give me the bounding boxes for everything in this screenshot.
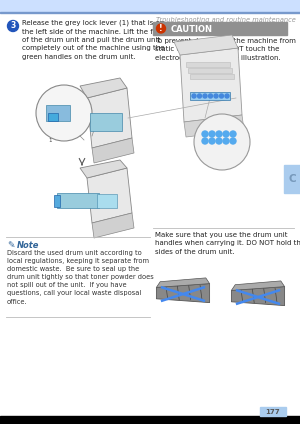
Polygon shape [231, 287, 285, 306]
Polygon shape [156, 284, 210, 303]
Bar [97, 194, 117, 208]
Circle shape [216, 138, 222, 144]
Text: Troubleshooting and routine maintenance: Troubleshooting and routine maintenance [156, 17, 296, 23]
Text: 1: 1 [48, 137, 52, 142]
Polygon shape [92, 138, 134, 163]
Bar [186, 62, 230, 67]
Circle shape [8, 20, 19, 31]
Circle shape [230, 138, 236, 144]
Polygon shape [180, 48, 242, 122]
Circle shape [36, 85, 92, 141]
Bar [284, 165, 300, 193]
Text: Release the grey lock lever (1) that is on
the left side of the machine. Lift th: Release the grey lock lever (1) that is … [22, 20, 167, 59]
Text: 3: 3 [11, 22, 16, 31]
Text: Note: Note [17, 241, 39, 250]
Bar [46, 105, 70, 121]
Circle shape [223, 131, 229, 137]
Circle shape [214, 94, 218, 98]
Bar [260, 407, 286, 416]
Text: !: ! [159, 24, 163, 33]
Polygon shape [80, 78, 127, 98]
Bar [57, 193, 99, 208]
Circle shape [220, 94, 224, 98]
Circle shape [202, 138, 208, 144]
Bar [0, 12, 300, 13]
Bar [48, 113, 58, 121]
Text: CAUTION: CAUTION [171, 25, 213, 33]
Polygon shape [174, 35, 238, 55]
Bar [0, 0, 300, 12]
Bar [90, 113, 122, 131]
Circle shape [194, 114, 250, 170]
Polygon shape [156, 278, 210, 287]
Bar [153, 22, 287, 35]
Polygon shape [92, 213, 134, 238]
Circle shape [216, 131, 222, 137]
Circle shape [225, 94, 229, 98]
Text: C: C [288, 174, 296, 184]
Text: Make sure that you use the drum unit
handles when carrying it. DO NOT hold the
s: Make sure that you use the drum unit han… [155, 232, 300, 254]
Circle shape [209, 131, 215, 137]
Circle shape [203, 94, 207, 98]
Bar [190, 92, 230, 100]
Bar [54, 195, 60, 207]
Circle shape [223, 138, 229, 144]
Circle shape [209, 138, 215, 144]
Polygon shape [87, 168, 132, 223]
Polygon shape [80, 160, 127, 178]
Bar [188, 68, 232, 73]
Polygon shape [231, 281, 285, 290]
Text: Discard the used drum unit according to
local regulations, keeping it separate f: Discard the used drum unit according to … [7, 250, 154, 304]
Circle shape [192, 94, 196, 98]
Circle shape [197, 94, 202, 98]
Text: To prevent damage to the machine from
static electricity, DO NOT touch the
elect: To prevent damage to the machine from st… [155, 38, 296, 61]
Circle shape [208, 94, 212, 98]
Text: ✎: ✎ [7, 241, 14, 250]
Text: 177: 177 [266, 408, 280, 415]
Circle shape [202, 131, 208, 137]
Circle shape [157, 24, 166, 33]
Bar [190, 74, 234, 79]
Bar [0, 416, 300, 424]
Polygon shape [87, 88, 132, 148]
Circle shape [230, 131, 236, 137]
Polygon shape [184, 115, 244, 137]
